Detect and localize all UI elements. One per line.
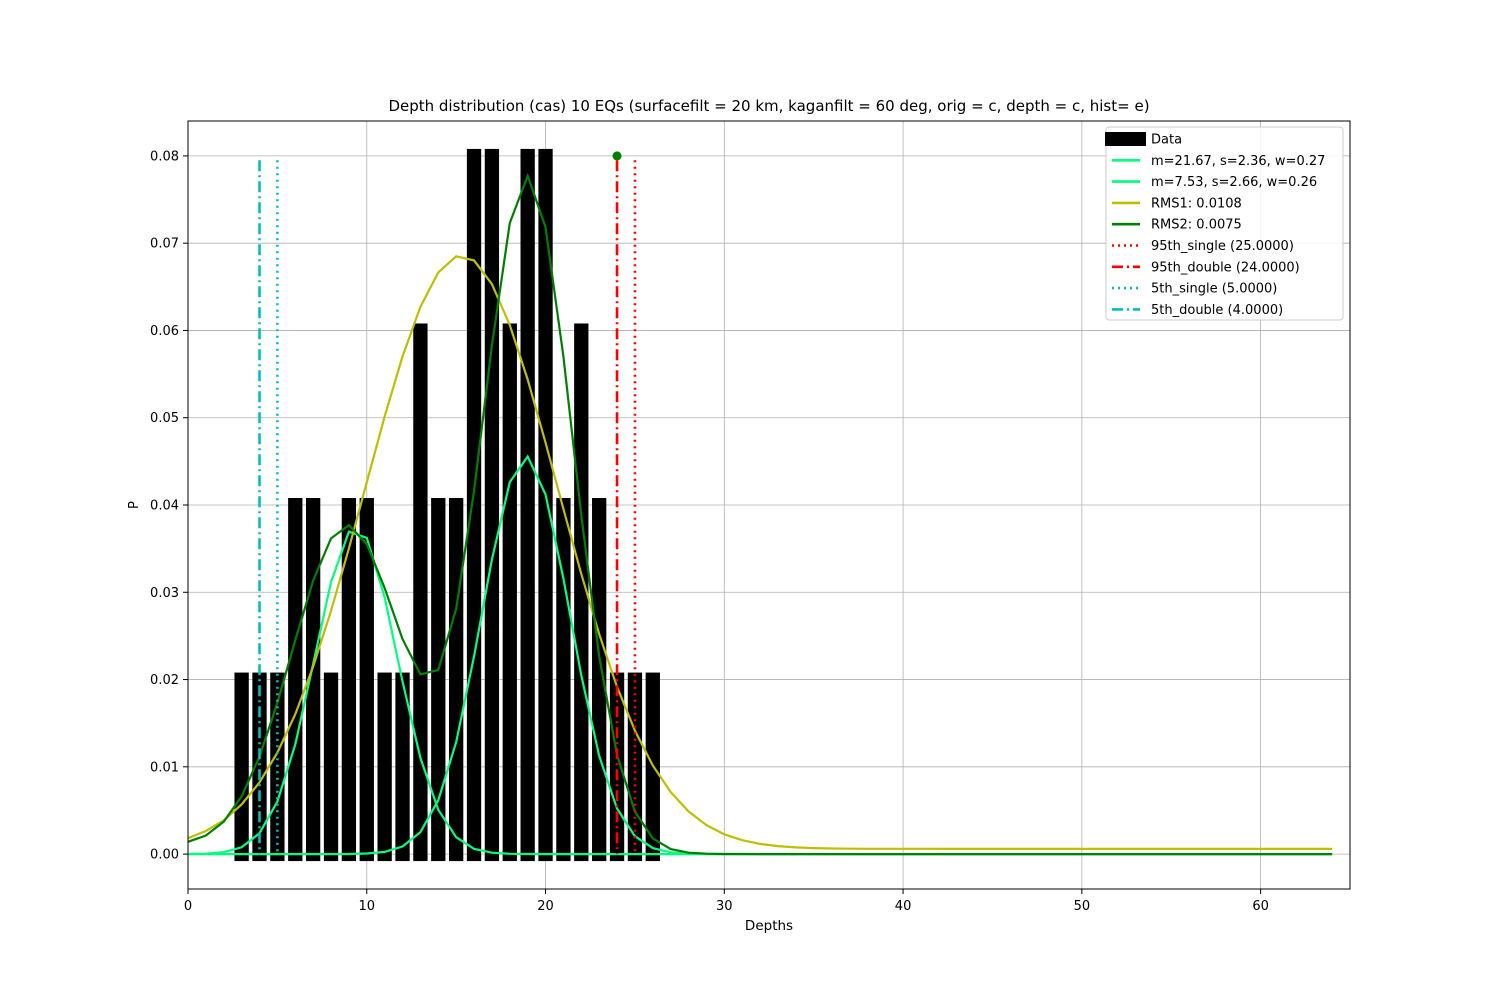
histogram-bar (431, 498, 446, 862)
legend-label: 95th_double (24.0000) (1151, 260, 1300, 275)
x-tick-label: 40 (895, 899, 912, 914)
y-tick-label: 0.03 (150, 586, 179, 601)
x-tick-label: 50 (1074, 899, 1091, 914)
x-axis-label: Depths (745, 918, 793, 934)
histogram-bar (538, 148, 553, 862)
gaussian-component-2-line (187, 530, 1333, 856)
plot-area (187, 148, 1333, 862)
histogram-bar (502, 323, 517, 862)
x-tick-label: 30 (716, 899, 733, 914)
y-tick-label: 0.04 (150, 499, 179, 514)
grid (187, 121, 1350, 889)
histogram-bar (592, 498, 607, 862)
legend-label: 5th_double (4.0000) (1151, 303, 1283, 318)
y-tick-label: 0.07 (150, 237, 179, 252)
x-tick-label: 60 (1252, 899, 1269, 914)
histogram-bar (395, 672, 410, 862)
histogram-bar (449, 498, 464, 862)
histogram-bar (341, 498, 357, 862)
histogram-bar (270, 672, 285, 862)
legend-label: Data (1151, 133, 1182, 148)
y-tick-label: 0.05 (150, 411, 179, 426)
y-tick-label: 0.01 (150, 760, 179, 775)
legend: Data m=21.67, s=2.36, w=0.27 m=7.53, s=2.6… (1105, 126, 1344, 321)
histogram-bar (359, 498, 374, 862)
histogram-bar (556, 498, 571, 862)
y-tick-label: 0.06 (150, 324, 179, 339)
x-tick-label: 0 (184, 899, 192, 914)
histogram-bar (574, 323, 589, 862)
histogram-bar (288, 498, 303, 862)
histogram-bar (377, 672, 392, 862)
peak-marker (612, 151, 622, 161)
rms1-fit-line (187, 255, 1333, 850)
legend-box (1105, 126, 1344, 321)
histogram-bar (252, 672, 267, 862)
legend-label: RMS1: 0.0108 (1151, 196, 1242, 211)
gaussian-component-1-line (188, 454, 1333, 856)
x-tick-label: 20 (537, 899, 554, 914)
chart-title: Depth distribution (cas) 10 EQs (surface… (388, 97, 1149, 115)
legend-label: RMS2: 0.0075 (1151, 218, 1242, 233)
y-tick-label: 0.08 (150, 149, 179, 164)
histogram-bar (413, 323, 428, 862)
histogram-bar (520, 148, 535, 862)
y-axis-label: P (126, 501, 142, 509)
rms2-fit-line (187, 172, 1333, 856)
histogram-bar (484, 148, 500, 862)
histogram-bar (323, 672, 339, 862)
legend-label: m=21.67, s=2.36, w=0.27 (1151, 154, 1325, 169)
legend-label: m=7.53, s=2.66, w=0.26 (1151, 175, 1317, 190)
y-tick-label: 0.00 (150, 848, 179, 863)
x-tick-label: 10 (358, 899, 375, 914)
legend-label: 5th_single (5.0000) (1151, 282, 1277, 297)
y-tick-label: 0.02 (150, 673, 179, 688)
y-axis: 0.00 0.01 0.02 0.03 0.04 0.05 0.06 0.07 0.08 (150, 149, 188, 863)
histogram-bar (466, 148, 482, 862)
legend-label: 95th_single (25.0000) (1151, 239, 1294, 254)
x-axis: 0 10 20 30 40 50 60 (184, 889, 1269, 914)
histogram-bar (234, 672, 249, 862)
legend-swatch-bar (1105, 132, 1146, 146)
